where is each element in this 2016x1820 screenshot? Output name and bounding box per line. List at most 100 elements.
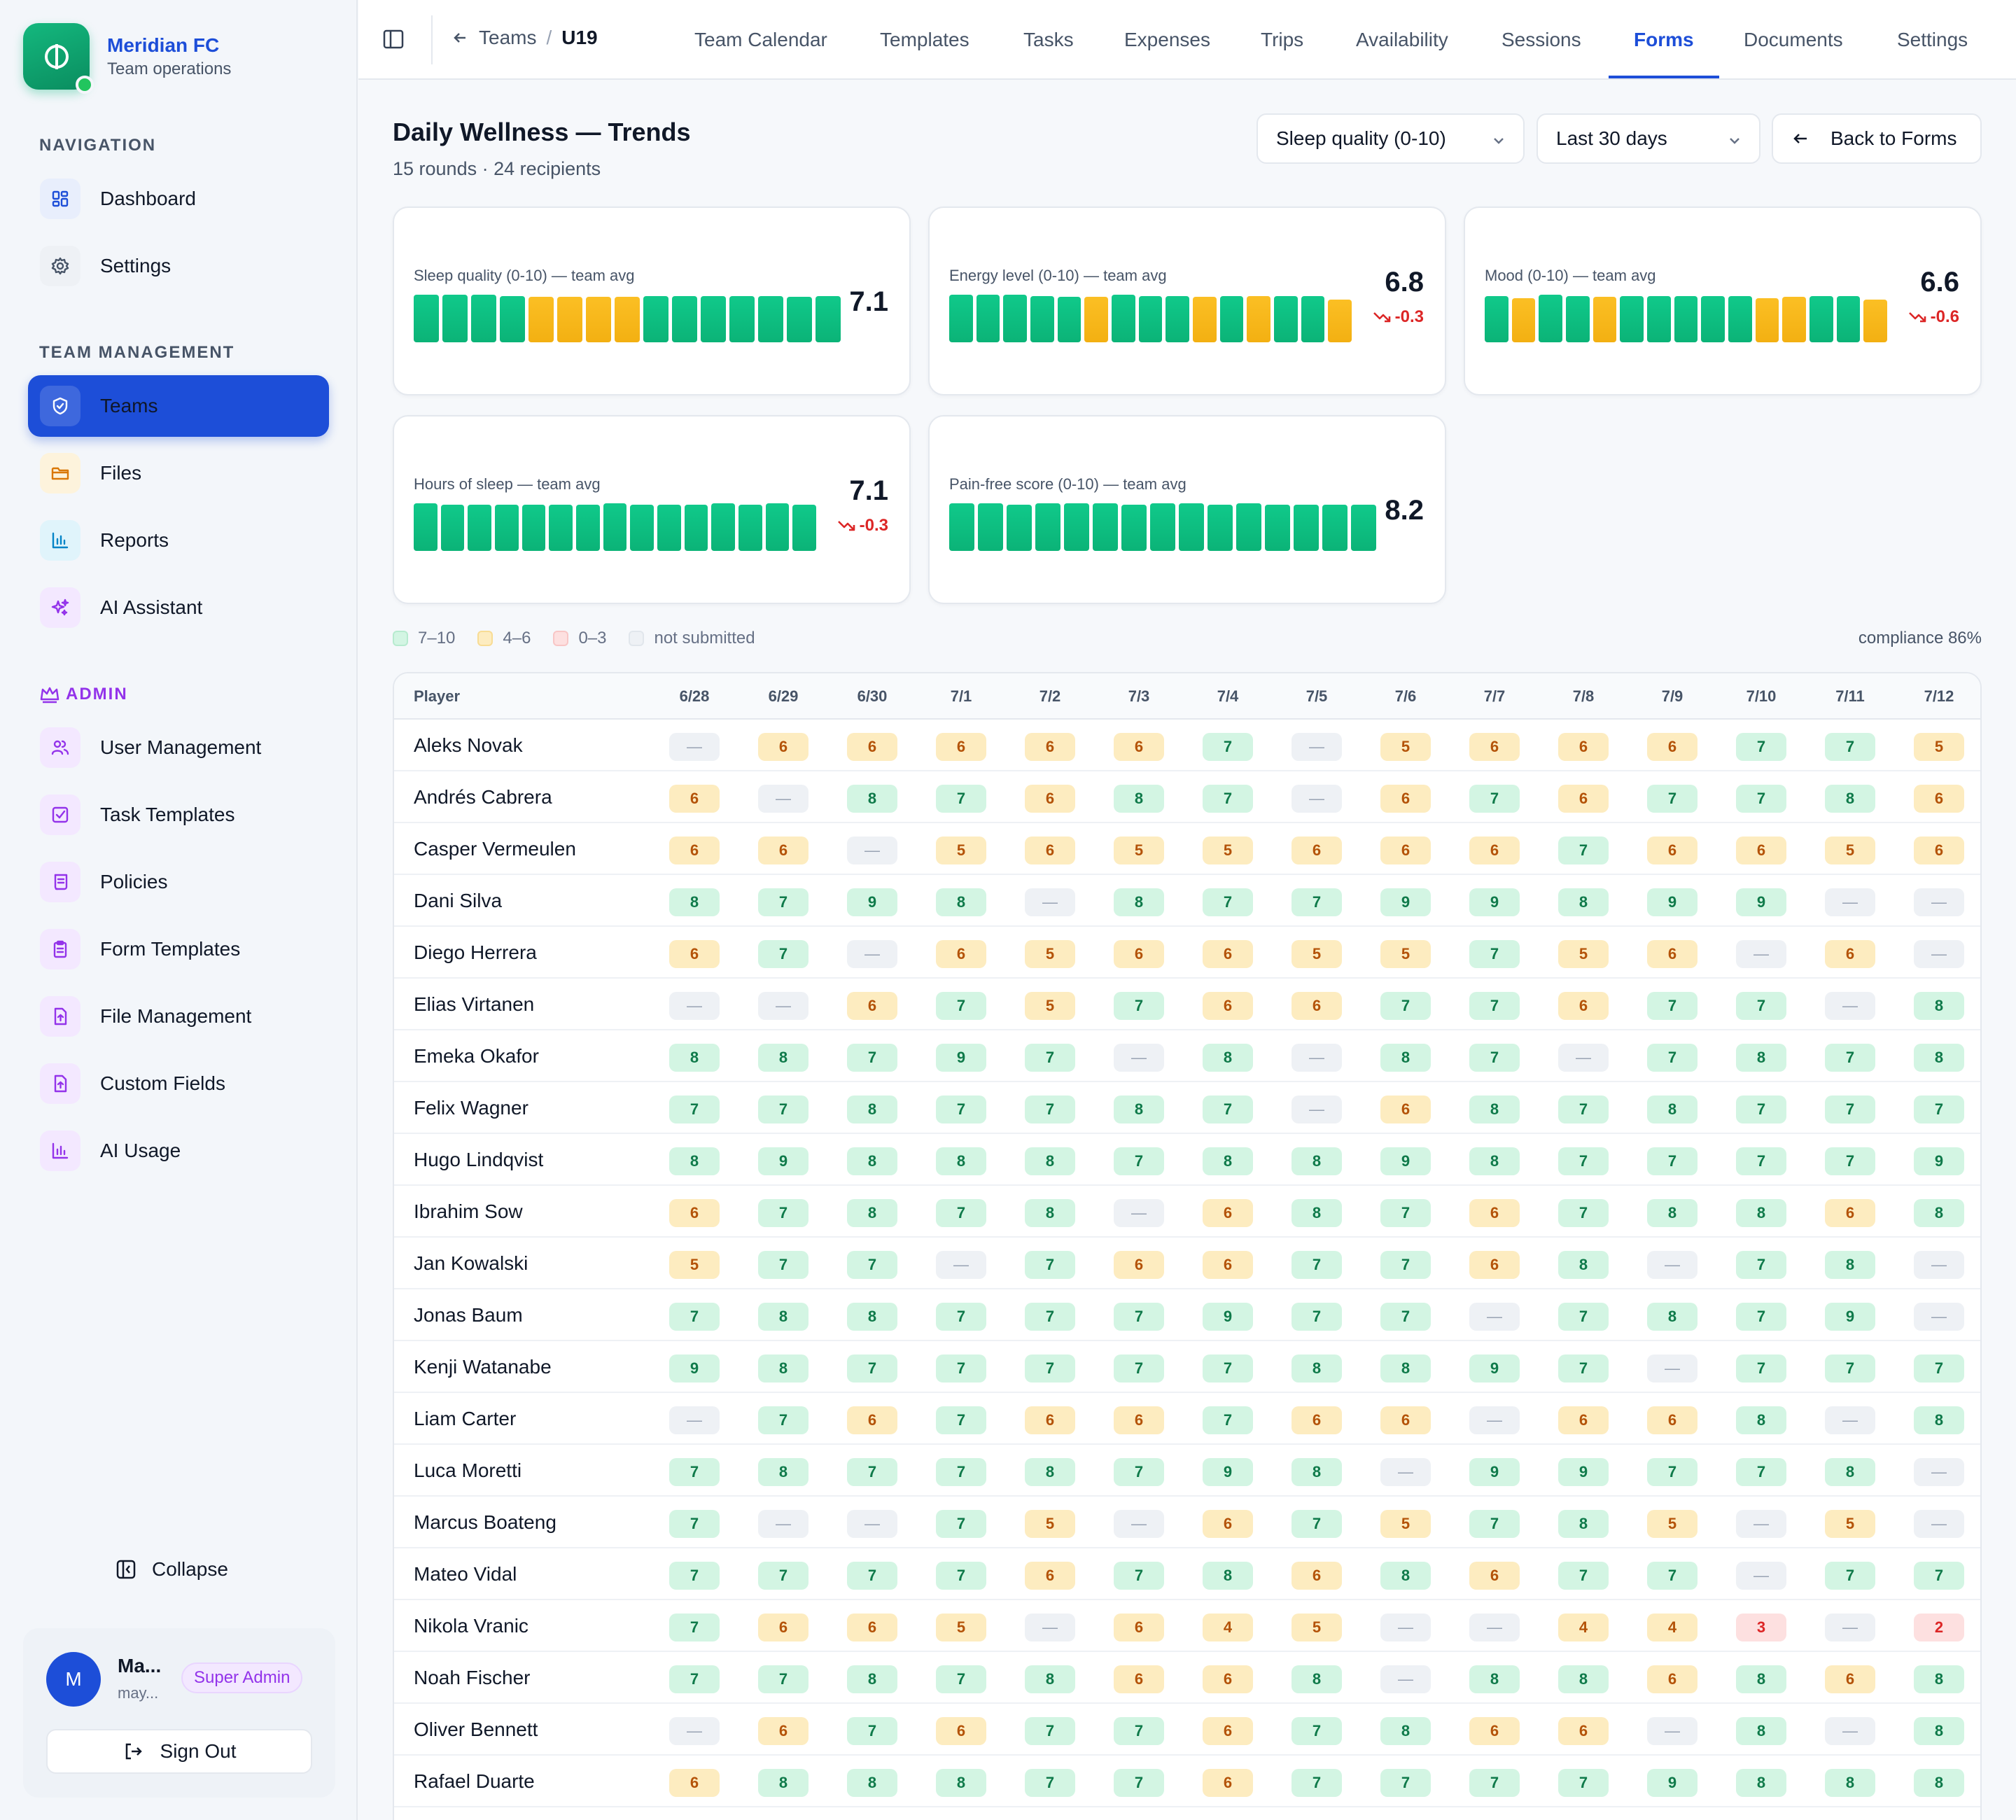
score-cell[interactable]: 7	[1380, 992, 1431, 1020]
score-cell[interactable]: 8	[847, 1147, 897, 1175]
score-cell[interactable]: 8	[1647, 1303, 1698, 1331]
score-cell[interactable]: 7	[1380, 1303, 1431, 1331]
column-header-date[interactable]: 7/9	[1661, 687, 1684, 705]
score-cell[interactable]: 8	[1914, 992, 1964, 1020]
sign-out-button[interactable]: Sign Out	[46, 1729, 312, 1774]
score-cell[interactable]: 7	[1558, 1096, 1609, 1124]
score-cell[interactable]: —	[1825, 1717, 1875, 1745]
score-cell[interactable]: 6	[1025, 836, 1075, 864]
sparkline-bar[interactable]	[1620, 296, 1644, 342]
sparkline-bar[interactable]	[1301, 296, 1325, 342]
metric-card[interactable]: Hours of sleep — team avg 7.1 -0.3	[393, 415, 911, 604]
sparkline-bar[interactable]	[1809, 296, 1833, 342]
table-row[interactable]: Kenji Watanabe 9 8 7 7 7 7 7 8 8 9 7 — 7 7 7	[394, 1341, 1980, 1393]
table-row[interactable]: Ibrahim Sow 6 7 8 7 8 — 6 8 7 6 7 8 8 6 8	[394, 1186, 1980, 1238]
score-cell[interactable]: 7	[1469, 1769, 1520, 1797]
score-cell[interactable]: 7	[669, 1665, 720, 1693]
score-cell[interactable]: 4	[1558, 1614, 1609, 1642]
score-cell[interactable]: 8	[1914, 1717, 1964, 1745]
sparkline-bar[interactable]	[1265, 505, 1290, 551]
sparkline-bar[interactable]	[1294, 505, 1319, 551]
table-row[interactable]: Nikola Vranic 7 6 6 5 — 6 4 5 — — 4 4 3 — 2	[394, 1600, 1980, 1652]
score-cell[interactable]: 8	[1025, 1665, 1075, 1693]
sparkline-bar[interactable]	[440, 505, 465, 551]
sparkline-bar[interactable]	[758, 296, 783, 342]
score-cell[interactable]: 6	[1469, 1251, 1520, 1279]
score-cell[interactable]: 7	[847, 1717, 897, 1745]
sparkline-bar[interactable]	[1007, 505, 1032, 551]
table-row[interactable]: Dani Silva 8 7 9 8 — 8 7 7 9 9 8 9 9 — —	[394, 875, 1980, 927]
score-cell[interactable]: 9	[1469, 1458, 1520, 1486]
score-cell[interactable]: 6	[1203, 992, 1253, 1020]
sidebar-item-reports[interactable]: Reports	[28, 510, 329, 571]
score-cell[interactable]: 7	[1736, 733, 1786, 761]
tab-forms[interactable]: Forms	[1634, 29, 1694, 50]
sparkline-bar[interactable]	[1064, 503, 1089, 551]
player-name[interactable]: Dani Silva	[414, 890, 503, 911]
score-cell[interactable]: 6	[936, 733, 986, 761]
score-cell[interactable]: 8	[758, 1458, 808, 1486]
range-select[interactable]: Last 30 days	[1536, 113, 1760, 164]
sidebar-item-custom-fields[interactable]: Custom Fields	[28, 1053, 329, 1114]
column-header-date[interactable]: 7/10	[1746, 687, 1777, 705]
score-cell[interactable]: 7	[1114, 1769, 1164, 1797]
score-cell[interactable]: 8	[669, 1147, 720, 1175]
table-row[interactable]: Liam Carter — 7 6 7 6 6 7 6 6 — 6 6 8 — 8	[394, 1393, 1980, 1445]
score-cell[interactable]: 6	[1647, 1406, 1698, 1434]
score-cell[interactable]: —	[1292, 1096, 1342, 1124]
score-cell[interactable]: 9	[1380, 888, 1431, 916]
score-cell[interactable]: 7	[1114, 1562, 1164, 1590]
tab-trips[interactable]: Trips	[1261, 29, 1304, 50]
score-cell[interactable]: 6	[1647, 733, 1698, 761]
score-cell[interactable]: 7	[1914, 1354, 1964, 1382]
score-cell[interactable]: 8	[1203, 1147, 1253, 1175]
sparkline-bar[interactable]	[615, 297, 640, 342]
sparkline-bar[interactable]	[442, 295, 468, 342]
sparkline-bar[interactable]	[1121, 505, 1147, 551]
score-cell[interactable]: 7	[1380, 1199, 1431, 1227]
score-cell[interactable]: 6	[1203, 1251, 1253, 1279]
score-cell[interactable]: 7	[1114, 992, 1164, 1020]
score-cell[interactable]: 8	[1203, 1044, 1253, 1072]
score-cell[interactable]: 6	[758, 1717, 808, 1745]
score-cell[interactable]: 5	[1914, 733, 1964, 761]
back-to-forms-button[interactable]: Back to Forms	[1772, 113, 1982, 164]
sparkline-bar[interactable]	[949, 503, 974, 551]
score-cell[interactable]: 9	[1203, 1303, 1253, 1331]
score-cell[interactable]: 6	[1114, 733, 1164, 761]
score-cell[interactable]: 8	[1825, 785, 1875, 813]
score-cell[interactable]: 7	[1647, 992, 1698, 1020]
score-cell[interactable]: 7	[936, 785, 986, 813]
score-cell[interactable]: 5	[1380, 733, 1431, 761]
score-cell[interactable]: —	[936, 1251, 986, 1279]
score-cell[interactable]: 8	[1825, 1251, 1875, 1279]
sparkline-bar[interactable]	[1322, 505, 1348, 551]
score-cell[interactable]: —	[1914, 1458, 1964, 1486]
tab-templates[interactable]: Templates	[880, 29, 969, 50]
score-cell[interactable]: 8	[1914, 1665, 1964, 1693]
score-cell[interactable]: 8	[669, 888, 720, 916]
score-cell[interactable]: 7	[1647, 1458, 1698, 1486]
score-cell[interactable]: —	[1292, 1044, 1342, 1072]
sidebar-item-task-templates[interactable]: Task Templates	[28, 784, 329, 846]
score-cell[interactable]: 6	[1647, 940, 1698, 968]
score-cell[interactable]: —	[1914, 1510, 1964, 1538]
score-cell[interactable]: —	[1647, 1354, 1698, 1382]
score-cell[interactable]: 6	[1736, 836, 1786, 864]
sparkline-bar[interactable]	[787, 297, 812, 342]
score-cell[interactable]: —	[1380, 1458, 1431, 1486]
column-header-date[interactable]: 7/11	[1835, 687, 1865, 705]
score-cell[interactable]: 7	[847, 1458, 897, 1486]
score-cell[interactable]: 7	[1380, 1769, 1431, 1797]
sparkline-bar[interactable]	[976, 295, 1000, 342]
tab-sessions[interactable]: Sessions	[1502, 29, 1581, 50]
sparkline-bar[interactable]	[1782, 297, 1806, 342]
score-cell[interactable]: 6	[1380, 785, 1431, 813]
score-cell[interactable]: 7	[1469, 1044, 1520, 1072]
score-cell[interactable]: 7	[1292, 1510, 1342, 1538]
score-cell[interactable]: —	[1114, 1044, 1164, 1072]
sparkline-bar[interactable]	[557, 297, 582, 342]
score-cell[interactable]: 8	[1292, 1665, 1342, 1693]
score-cell[interactable]: 7	[1292, 1769, 1342, 1797]
score-cell[interactable]: 6	[1380, 836, 1431, 864]
